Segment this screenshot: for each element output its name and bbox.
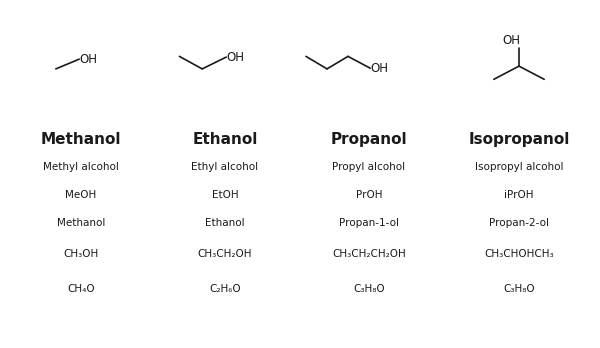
Text: C₃H₈O: C₃H₈O	[503, 284, 535, 294]
Text: Propanol: Propanol	[331, 132, 407, 147]
Text: CH₃CH₂CH₂OH: CH₃CH₂CH₂OH	[332, 249, 406, 259]
Text: OH: OH	[503, 34, 521, 47]
Text: CH₃OH: CH₃OH	[64, 249, 98, 259]
Text: Isopropyl alcohol: Isopropyl alcohol	[475, 162, 563, 172]
Text: Ethyl alcohol: Ethyl alcohol	[191, 162, 259, 172]
Text: Methanol: Methanol	[57, 218, 105, 228]
Text: PrOH: PrOH	[356, 190, 382, 200]
Text: OH: OH	[226, 50, 244, 64]
Text: CH₃CH₂OH: CH₃CH₂OH	[198, 249, 252, 259]
Text: CH₃CHOHCH₃: CH₃CHOHCH₃	[484, 249, 554, 259]
Text: Isopropanol: Isopropanol	[469, 132, 569, 147]
Text: EtOH: EtOH	[212, 190, 238, 200]
Text: MeOH: MeOH	[65, 190, 97, 200]
Text: OH: OH	[79, 53, 97, 66]
Text: C₃H₈O: C₃H₈O	[353, 284, 385, 294]
Text: Ethanol: Ethanol	[193, 132, 257, 147]
Text: Ethanol: Ethanol	[205, 218, 245, 228]
Text: C₂H₆O: C₂H₆O	[209, 284, 241, 294]
Text: Propyl alcohol: Propyl alcohol	[332, 162, 406, 172]
Text: Propan-1-ol: Propan-1-ol	[339, 218, 399, 228]
Text: iPrOH: iPrOH	[504, 190, 534, 200]
Text: Methanol: Methanol	[41, 132, 121, 147]
Text: CH₄O: CH₄O	[67, 284, 95, 294]
Text: OH: OH	[370, 62, 388, 75]
Text: Methyl alcohol: Methyl alcohol	[43, 162, 119, 172]
Text: Propan-2-ol: Propan-2-ol	[489, 218, 549, 228]
